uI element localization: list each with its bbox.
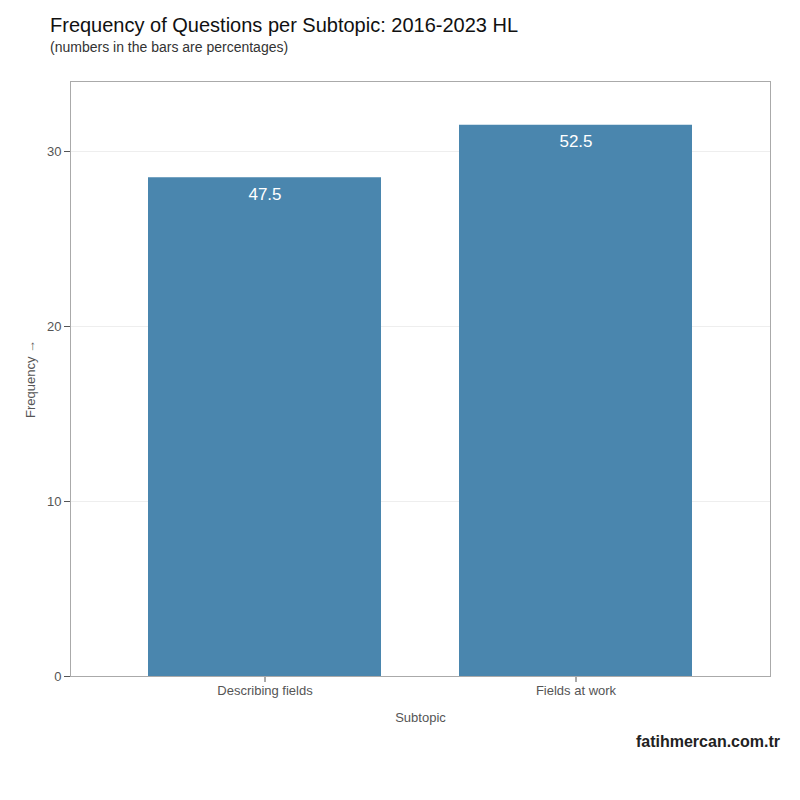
svg-text:Frequency →: Frequency →	[23, 340, 38, 418]
svg-text:30: 30	[47, 144, 61, 159]
svg-text:Describing fields: Describing fields	[217, 683, 313, 698]
svg-text:0: 0	[54, 669, 61, 684]
html-text:Frequency of Questions per Sub: Frequency of Questions per Subtopic: 201…	[50, 14, 519, 36]
svg-text:10: 10	[47, 494, 61, 509]
html-text:(numbers in the bars are perce: (numbers in the bars are percentages)	[50, 39, 289, 55]
svg-text:Fields at work: Fields at work	[536, 683, 617, 698]
html-text:fatihmercan.com.tr: fatihmercan.com.tr	[636, 733, 780, 750]
svg-text:52.5: 52.5	[559, 132, 592, 151]
svg-text:20: 20	[47, 319, 61, 334]
svg-text:47.5: 47.5	[248, 185, 281, 204]
svg-text:Subtopic: Subtopic	[395, 710, 446, 725]
